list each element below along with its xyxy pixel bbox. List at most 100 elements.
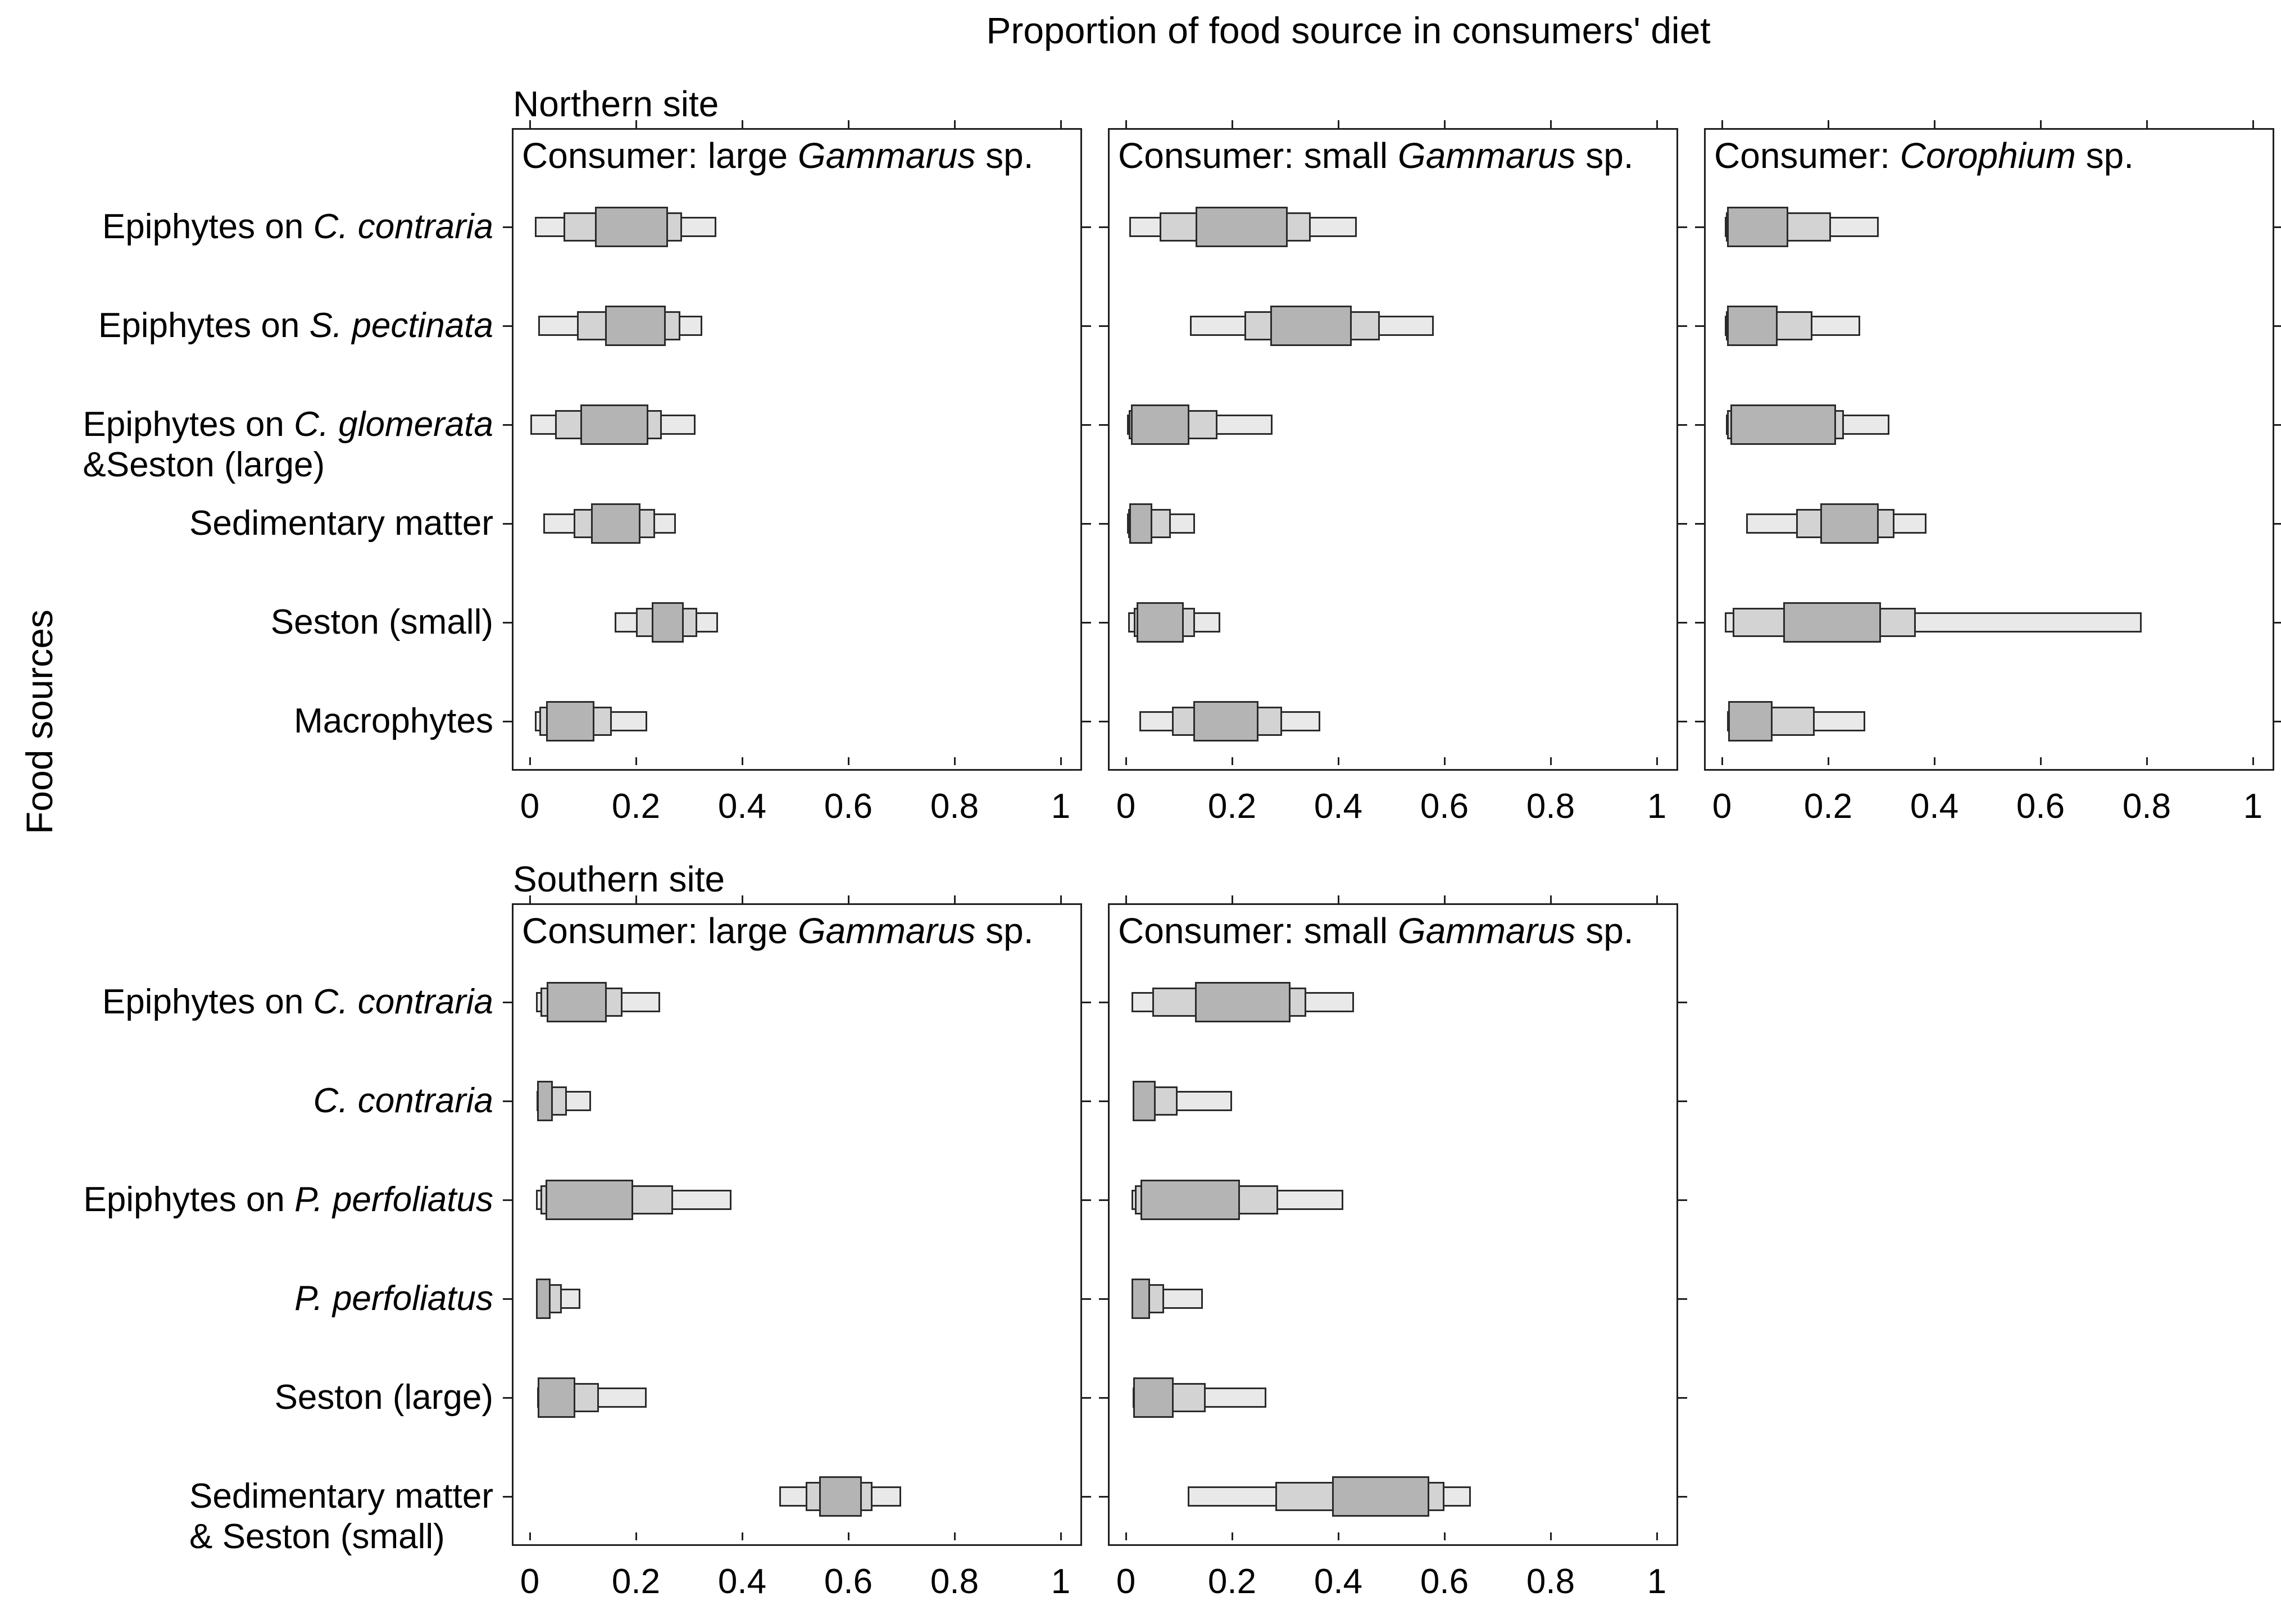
- x-tick-bottom: [1125, 757, 1127, 765]
- y-tick-left: [1695, 720, 1704, 722]
- x-tick-top: [1933, 120, 1935, 128]
- x-tick-top: [529, 120, 531, 128]
- y-tick-left: [1099, 1001, 1108, 1003]
- y-tick-left: [1695, 522, 1704, 525]
- food-source-label: Sedimentary matter: [189, 503, 493, 544]
- x-tick-bottom: [847, 1532, 849, 1540]
- interval-box-inner: [1194, 982, 1291, 1022]
- food-source-label-line: Epiphytes on S. pectinata: [98, 306, 493, 346]
- y-tick-right: [1082, 1495, 1091, 1498]
- x-tick-top: [847, 120, 849, 128]
- y-tick-left: [1099, 1100, 1108, 1102]
- label-text: Sedimentary matter: [189, 504, 493, 543]
- y-tick-right: [2274, 424, 2281, 426]
- x-tick-bottom: [1656, 757, 1658, 765]
- x-tick-bottom: [1721, 757, 1723, 765]
- label-text: sp.: [2075, 135, 2134, 176]
- x-tick-top: [1125, 895, 1127, 903]
- x-tick-top: [2252, 120, 2254, 128]
- y-tick-left: [1695, 325, 1704, 327]
- y-tick-left: [1099, 1495, 1108, 1498]
- x-tick-bottom: [2039, 757, 2042, 765]
- food-source-label: Epiphytes on C. contraria: [102, 982, 493, 1022]
- species-name-italic: Gammarus: [797, 135, 976, 176]
- y-tick-right: [2274, 720, 2281, 722]
- x-tick-label: 0.2: [1207, 787, 1257, 826]
- x-tick-bottom: [529, 757, 531, 765]
- x-tick-top: [1337, 895, 1339, 903]
- label-text: & Seston (small): [189, 1517, 445, 1556]
- x-tick-label: 0: [1712, 787, 1732, 826]
- x-tick-label: 0.8: [930, 1562, 979, 1601]
- label-text: sp.: [1575, 911, 1634, 951]
- x-tick-top: [2039, 120, 2042, 128]
- y-tick-right: [1678, 424, 1687, 426]
- interval-box-inner: [1332, 1476, 1429, 1517]
- food-source-label-line: Epiphytes on C. glomerata: [83, 404, 493, 445]
- label-text: sp.: [1575, 135, 1634, 176]
- x-tick-label: 0: [520, 1562, 540, 1601]
- x-tick-label: 0: [1116, 787, 1136, 826]
- label-text: sp.: [975, 135, 1034, 176]
- interval-box-inner: [547, 982, 607, 1022]
- x-tick-label: 0.8: [1526, 787, 1575, 826]
- interval-box-inner: [546, 701, 595, 742]
- x-tick-label: 1: [1647, 1562, 1667, 1601]
- x-tick-label: 0.6: [824, 1562, 873, 1601]
- x-tick-label: 0.4: [717, 1562, 767, 1601]
- x-tick-top: [635, 120, 637, 128]
- y-tick-left: [1695, 621, 1704, 624]
- x-tick-label: 0.4: [1910, 787, 1959, 826]
- x-tick-bottom: [1933, 757, 1935, 765]
- species-name-italic: Gammarus: [1397, 135, 1576, 176]
- label-text: sp.: [975, 911, 1034, 951]
- species-name-italic: Gammarus: [1397, 911, 1576, 951]
- interval-box-inner: [652, 602, 684, 643]
- food-source-label: P. perfoliatus: [294, 1279, 493, 1319]
- x-tick-bottom: [1443, 1532, 1446, 1540]
- x-tick-label: 1: [1647, 787, 1667, 826]
- food-source-label-line: Sedimentary matter: [189, 503, 493, 544]
- y-tick-left: [503, 1100, 512, 1102]
- x-tick-top: [953, 120, 956, 128]
- food-source-label-line: Macrophytes: [294, 701, 493, 742]
- y-tick-left: [1099, 1396, 1108, 1399]
- food-source-label-line: & Seston (small): [189, 1517, 493, 1557]
- x-tick-label: 0.4: [1314, 787, 1363, 826]
- interval-box-inner: [580, 404, 648, 445]
- x-tick-top: [1125, 120, 1127, 128]
- x-tick-label: 0.2: [1803, 787, 1853, 826]
- label-text: Seston (large): [274, 1378, 493, 1417]
- x-tick-top: [635, 895, 637, 903]
- x-tick-bottom: [1337, 1532, 1339, 1540]
- food-source-label-line: Epiphytes on P. perfoliatus: [83, 1180, 493, 1220]
- food-source-label: Sedimentary matter & Seston (small): [189, 1476, 493, 1557]
- panel-consumer-title: Consumer: large Gammarus sp.: [522, 135, 1034, 176]
- x-tick-top: [1550, 120, 1552, 128]
- interval-box-inner: [590, 503, 640, 544]
- y-tick-right: [2274, 325, 2281, 327]
- y-tick-left: [1099, 424, 1108, 426]
- food-source-label-line: C. contraria: [313, 1081, 493, 1121]
- y-tick-right: [1678, 621, 1687, 624]
- x-tick-label: 0.2: [611, 1562, 661, 1601]
- x-tick-bottom: [1550, 1532, 1552, 1540]
- x-tick-bottom: [1443, 757, 1446, 765]
- x-tick-top: [741, 895, 743, 903]
- x-tick-label: 0.2: [611, 787, 661, 826]
- interval-box-inner: [595, 207, 668, 247]
- food-source-label-line: Epiphytes on C. contraria: [102, 207, 493, 247]
- panel-consumer-title: Consumer: large Gammarus sp.: [522, 910, 1034, 952]
- species-name-italic: C. contraria: [313, 207, 493, 246]
- label-text: Epiphytes on: [102, 982, 313, 1021]
- y-tick-right: [1678, 1298, 1687, 1300]
- x-tick-bottom: [1827, 757, 1829, 765]
- label-text: &Seston (large): [83, 445, 325, 484]
- food-source-label: C. contraria: [313, 1081, 493, 1121]
- species-name-italic: P. perfoliatus: [294, 1279, 493, 1318]
- x-tick-label: 1: [2243, 787, 2263, 826]
- x-tick-bottom: [635, 757, 637, 765]
- x-tick-top: [1060, 895, 1062, 903]
- x-tick-top: [1231, 895, 1233, 903]
- x-tick-label: 0.2: [1207, 1562, 1257, 1601]
